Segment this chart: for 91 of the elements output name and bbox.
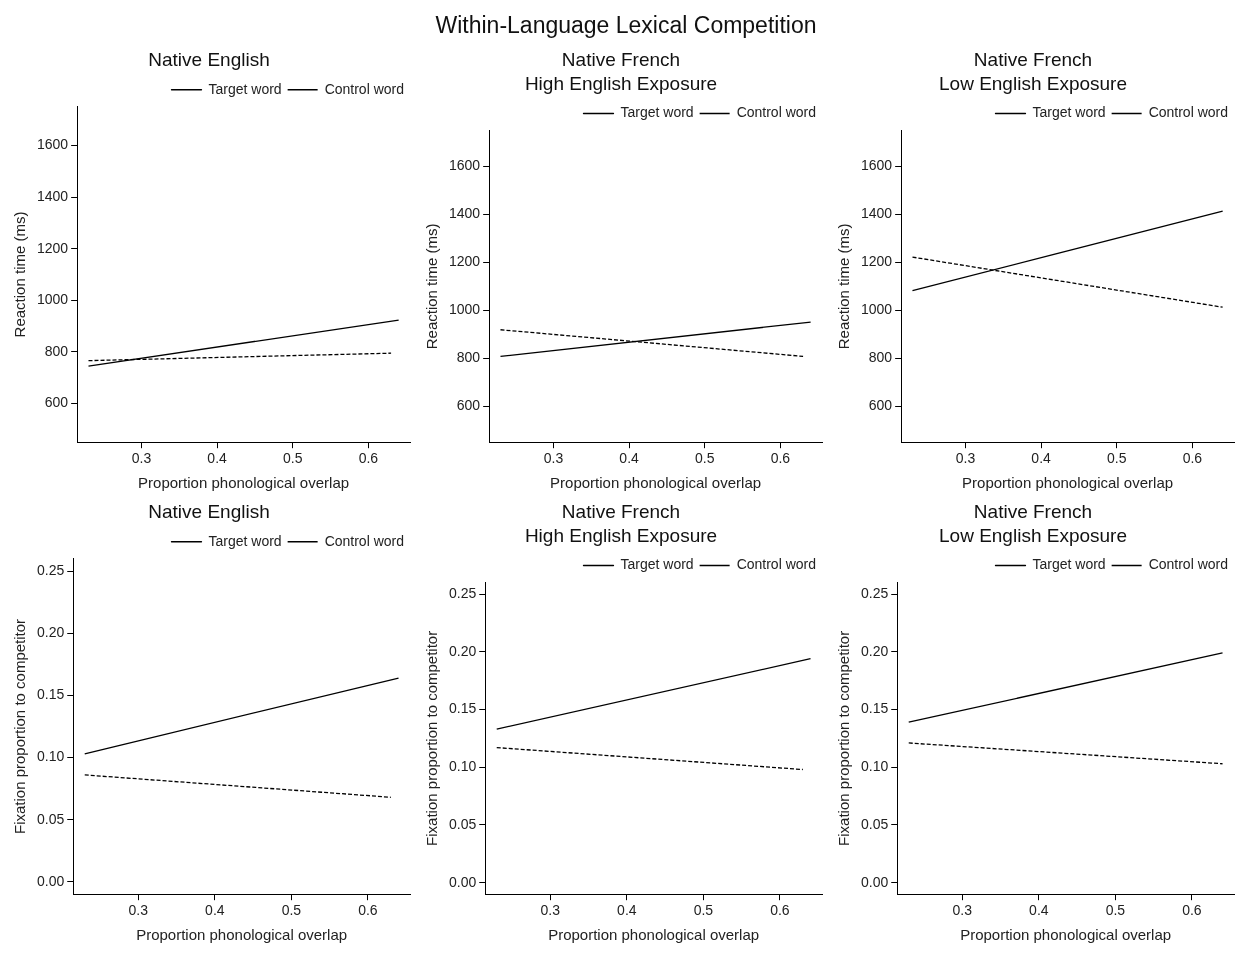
chart-title: Native English [148, 501, 270, 523]
y-tick-label: 800 [456, 349, 481, 366]
legend-label: Target word [208, 80, 282, 97]
y-tick-label: 0.05 [37, 810, 65, 827]
x-tick-label: 0.5 [693, 902, 714, 919]
x-tick-label: 0.6 [1182, 450, 1203, 467]
x-axis-title: Proportion phonological overlap [960, 926, 1172, 944]
x-tick-label: 0.3 [131, 450, 152, 467]
x-tick-label: 0.4 [205, 902, 225, 919]
y-tick-label: 1400 [860, 205, 893, 222]
y-tick-label: 0.00 [861, 873, 889, 890]
y-tick-label: 1600 [36, 136, 69, 153]
y-axis-title: Fixation proportion to competitor [423, 630, 441, 846]
y-tick-label: 0.25 [449, 584, 477, 601]
legend-label: Target word [620, 556, 694, 573]
y-tick-label: 0.10 [37, 748, 65, 765]
y-tick-label: 0.00 [449, 873, 477, 890]
x-tick-label: 0.5 [281, 902, 302, 919]
y-tick-label: 1000 [36, 291, 69, 308]
y-tick-label: 0.15 [861, 700, 889, 717]
y-tick-label: 0.25 [37, 562, 65, 579]
x-tick-label: 0.6 [358, 450, 379, 467]
legend-label: Target word [208, 532, 282, 549]
y-tick-label: 0.20 [449, 642, 477, 659]
legend-label: Control word [324, 532, 405, 549]
chart-title: Native French Low English Exposure [939, 501, 1127, 546]
y-tick-label: 800 [868, 349, 893, 366]
y-tick-label: 600 [868, 397, 893, 414]
x-axis-title: Proportion phonological overlap [138, 474, 350, 492]
y-tick-label: 0.25 [861, 584, 889, 601]
x-tick-label: 0.3 [543, 450, 564, 467]
chart-title: Native English [148, 49, 270, 71]
y-tick-label: 1200 [448, 253, 481, 270]
chart-title: Native French High English Exposure [524, 501, 718, 546]
legend-label: Target word [1032, 556, 1106, 573]
chart-title: Native French Low English Exposure [939, 49, 1127, 94]
x-tick-label: 0.4 [617, 902, 637, 919]
y-tick-label: 600 [44, 394, 69, 411]
x-tick-label: 0.6 [770, 450, 791, 467]
x-axis-title: Proportion phonological overlap [962, 474, 1174, 492]
y-tick-label: 0.10 [861, 758, 889, 775]
legend-label: Control word [736, 104, 817, 121]
x-tick-label: 0.3 [955, 450, 976, 467]
y-tick-label: 1000 [860, 301, 893, 318]
chart-title: Native French High English Exposure [524, 49, 718, 94]
x-tick-label: 0.6 [770, 902, 790, 919]
x-tick-label: 0.5 [1105, 902, 1126, 919]
x-tick-label: 0.5 [283, 450, 303, 467]
legend-label: Control word [1148, 556, 1229, 573]
y-tick-label: 0.00 [37, 872, 65, 889]
y-tick-label: 0.10 [449, 758, 477, 775]
y-axis-title: Reaction time (ms) [11, 211, 29, 338]
y-tick-label: 1400 [36, 187, 69, 204]
x-tick-label: 0.4 [619, 450, 640, 467]
legend-label: Target word [1032, 104, 1106, 121]
legend-label: Target word [620, 104, 694, 121]
y-tick-label: 1600 [860, 157, 893, 174]
x-tick-label: 0.5 [695, 450, 715, 467]
x-tick-label: 0.3 [128, 902, 149, 919]
y-axis-title: Reaction time (ms) [423, 223, 441, 350]
y-tick-label: 0.05 [861, 815, 889, 832]
y-axis-title: Fixation proportion to competitor [835, 630, 853, 846]
x-tick-label: 0.6 [1182, 902, 1202, 919]
y-tick-label: 600 [456, 397, 481, 414]
legend-label: Control word [324, 80, 405, 97]
legend-label: Control word [1148, 104, 1229, 121]
y-tick-label: 0.20 [861, 642, 889, 659]
y-tick-label: 0.15 [449, 700, 477, 717]
x-tick-label: 0.4 [1031, 450, 1052, 467]
text: Within-Language Lexical Competition [434, 12, 818, 39]
x-tick-label: 0.4 [1029, 902, 1049, 919]
y-tick-label: 1000 [448, 301, 481, 318]
x-axis-title: Proportion phonological overlap [548, 926, 760, 944]
y-tick-label: 1600 [448, 157, 481, 174]
x-axis-title: Proportion phonological overlap [550, 474, 762, 492]
y-tick-label: 800 [44, 342, 69, 359]
x-tick-label: 0.6 [358, 902, 378, 919]
y-tick-label: 1200 [36, 239, 69, 256]
x-tick-label: 0.3 [540, 902, 561, 919]
x-tick-label: 0.4 [207, 450, 228, 467]
y-tick-label: 0.05 [449, 815, 477, 832]
y-tick-label: 0.15 [37, 686, 65, 703]
y-axis-title: Fixation proportion to competitor [11, 618, 29, 835]
x-tick-label: 0.3 [952, 902, 973, 919]
y-tick-label: 1200 [860, 253, 893, 270]
y-axis-title: Reaction time (ms) [835, 223, 853, 350]
y-tick-label: 1400 [448, 205, 481, 222]
x-tick-label: 0.5 [1107, 450, 1127, 467]
legend-label: Control word [736, 556, 817, 573]
y-tick-label: 0.20 [37, 624, 65, 641]
x-axis-title: Proportion phonological overlap [136, 926, 348, 944]
